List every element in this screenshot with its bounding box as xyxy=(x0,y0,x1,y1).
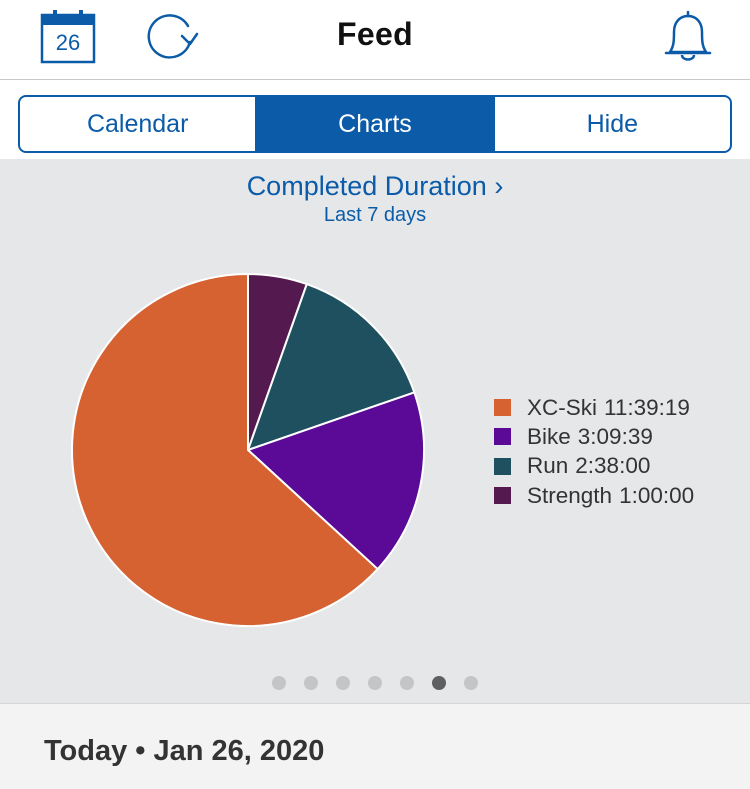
legend-swatch xyxy=(494,457,511,475)
pie-slice-bike xyxy=(247,391,425,571)
pie-chart xyxy=(71,273,425,627)
legend-item-strength: Strength 1:00:00 xyxy=(494,481,694,510)
chart-title-link[interactable]: Completed Duration › xyxy=(246,171,504,201)
legend-label: XC-Ski xyxy=(527,394,598,420)
legend-swatch xyxy=(494,487,511,505)
date-section-header: Today • Jan 26, 2020 xyxy=(0,703,750,789)
page-title: Feed xyxy=(337,16,413,52)
legend-value: 11:39:19 xyxy=(604,394,690,420)
legend-item-bike: Bike 3:09:39 xyxy=(494,422,694,451)
tab-calendar[interactable]: Calendar xyxy=(20,97,258,151)
legend-item-xc-ski: XC-Ski 11:39:19 xyxy=(494,393,694,422)
legend-value: 3:09:39 xyxy=(577,423,653,449)
tab-charts[interactable]: Charts xyxy=(257,97,495,151)
navigation-bar: 26 Feed xyxy=(0,0,750,80)
refresh-icon-graphic xyxy=(147,14,199,59)
page-indicator xyxy=(0,676,750,690)
page-dot[interactable] xyxy=(304,676,318,690)
page-dot[interactable] xyxy=(432,676,446,690)
calendar-day-number: 26 xyxy=(55,30,81,55)
pie-slice-xc-ski xyxy=(71,273,379,627)
legend-label: Strength xyxy=(527,482,613,508)
chart-panel[interactable]: Completed Duration › Last 7 days XC-Ski … xyxy=(0,159,750,703)
date-label: Today • Jan 26, 2020 xyxy=(44,735,325,767)
chart-subtitle: Last 7 days xyxy=(323,204,427,226)
chart-legend: XC-Ski 11:39:19 Bike 3:09:39 Run 2:38:00… xyxy=(494,393,694,510)
legend-value: 1:00:00 xyxy=(619,482,695,508)
tab-hide[interactable]: Hide xyxy=(586,109,639,138)
bell-icon[interactable] xyxy=(658,8,718,64)
calendar-icon-graphic xyxy=(40,10,96,64)
legend-label: Run xyxy=(527,453,569,479)
bell-icon-graphic xyxy=(664,10,712,61)
calendar-icon[interactable]: 26 xyxy=(40,8,96,64)
legend-value: 2:38:00 xyxy=(575,453,651,479)
page-dot[interactable] xyxy=(464,676,478,690)
page-dot[interactable] xyxy=(272,676,286,690)
page-dot[interactable] xyxy=(336,676,350,690)
legend-label: Bike xyxy=(527,423,571,449)
refresh-icon[interactable] xyxy=(140,8,202,64)
view-segmented-control: Calendar Charts Hide xyxy=(18,95,732,153)
legend-item-run: Run 2:38:00 xyxy=(494,452,694,481)
legend-swatch xyxy=(494,428,511,446)
pie-slice-run xyxy=(247,283,416,451)
legend-swatch xyxy=(494,399,511,417)
page-dot[interactable] xyxy=(368,676,382,690)
page-dot[interactable] xyxy=(400,676,414,690)
